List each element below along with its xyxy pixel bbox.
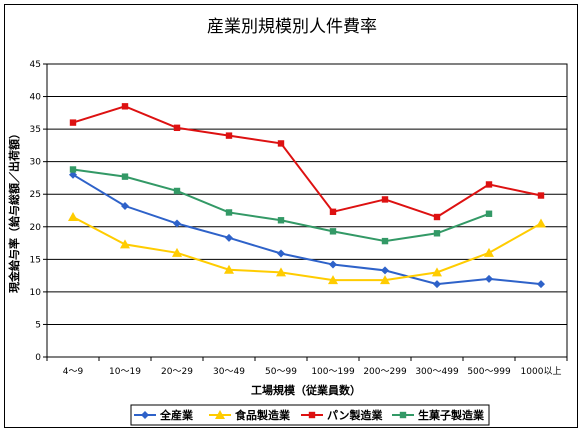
series-group <box>68 103 546 289</box>
series-2 <box>69 103 545 221</box>
point-1-2 <box>172 247 182 257</box>
point-1-1 <box>120 239 130 249</box>
legend-marker-3 <box>399 411 407 419</box>
y-tick-label-25: 25 <box>30 190 41 200</box>
legend-item-1: 食品製造業 <box>209 408 291 422</box>
point-1-0 <box>68 212 78 222</box>
legend-label-2: パン製造業 <box>327 408 384 422</box>
point-3-7 <box>433 230 441 237</box>
x-tick-label-5: 100～199 <box>311 367 355 377</box>
point-2-3 <box>225 132 233 139</box>
point-3-4 <box>277 217 285 224</box>
point-2-0 <box>69 119 77 126</box>
point-2-1 <box>121 103 129 110</box>
x-tick-label-4: 50～99 <box>265 367 297 377</box>
legend-marker-2 <box>308 411 316 419</box>
y-tick-label-5: 5 <box>35 320 41 330</box>
y-tick-label-10: 10 <box>30 288 42 298</box>
point-2-5 <box>329 208 337 216</box>
x-tick-label-2: 20～29 <box>161 367 193 377</box>
point-3-1 <box>121 173 129 180</box>
series-line-3 <box>72 168 490 243</box>
point-3-6 <box>381 237 389 245</box>
x-axis-label: 工場規模（従業員数） <box>251 383 361 397</box>
point-0-9 <box>537 280 545 289</box>
point-2-8 <box>485 181 493 188</box>
point-1-7 <box>432 267 442 277</box>
point-3-0 <box>69 166 77 173</box>
point-0-0 <box>69 170 77 179</box>
x-tick-label-6: 200～299 <box>363 367 407 377</box>
point-0-2 <box>173 219 181 228</box>
point-0-6 <box>381 266 389 275</box>
y-tick-label-20: 20 <box>30 223 42 233</box>
point-2-6 <box>381 196 389 203</box>
chart-title: 産業別規模別人件費率 <box>207 17 377 37</box>
point-1-9 <box>536 218 546 228</box>
point-2-9 <box>537 192 545 199</box>
legend-label-1: 食品製造業 <box>235 408 291 422</box>
x-tick-label-3: 30～49 <box>213 367 245 377</box>
x-tick-label-8: 500～999 <box>467 367 511 377</box>
point-2-7 <box>433 213 441 221</box>
y-axis-ticks: 0 5 10 15 20 25 30 35 40 45 <box>30 60 47 363</box>
point-1-8 <box>484 247 494 257</box>
point-3-8 <box>485 210 493 217</box>
legend-marker-1 <box>215 410 225 419</box>
point-2-2 <box>173 124 181 132</box>
point-0-4 <box>277 249 285 258</box>
legend-label-0: 全産業 <box>159 408 194 422</box>
y-tick-label-45: 45 <box>30 60 41 70</box>
x-tick-label-9: 1000以上 <box>521 366 562 377</box>
legend-item-2: パン製造業 <box>301 408 384 422</box>
grid-lines <box>47 63 567 325</box>
legend-item-0: 全産業 <box>134 408 194 422</box>
point-1-5 <box>328 275 338 285</box>
y-tick-label-30: 30 <box>30 158 42 168</box>
point-0-1 <box>121 201 129 210</box>
point-0-5 <box>329 260 337 269</box>
y-axis-label: 現金給与率（給与総額／出荷額） <box>7 128 21 293</box>
point-1-6 <box>380 275 390 285</box>
series-1 <box>68 212 546 285</box>
x-tick-label-7: 300～499 <box>415 367 459 377</box>
series-line-2 <box>72 105 542 219</box>
series-line-1 <box>72 216 542 282</box>
legend-label-3: 生菓子製造業 <box>418 408 485 422</box>
y-tick-label-40: 40 <box>30 93 42 103</box>
x-tick-label-0: 4～9 <box>63 367 84 377</box>
series-line-0 <box>72 173 542 286</box>
series-0 <box>69 170 545 289</box>
point-2-4 <box>277 140 285 147</box>
point-3-5 <box>329 228 337 235</box>
x-tick-label-1: 10～19 <box>109 367 141 377</box>
y-tick-label-15: 15 <box>30 255 41 265</box>
x-axis-ticks: 4～9 10～19 20～29 30～49 50～99 100～199 200～299 300… <box>46 357 568 377</box>
point-0-8 <box>485 274 493 283</box>
point-3-3 <box>225 209 233 216</box>
y-tick-label-35: 35 <box>30 125 41 135</box>
legend-item-3: 生菓子製造業 <box>392 408 485 422</box>
point-1-3 <box>224 264 234 274</box>
point-0-7 <box>433 280 441 289</box>
point-0-3 <box>225 233 233 242</box>
point-3-2 <box>173 187 181 195</box>
legend: 全産業 食品製造業 パン製造業 生菓子製造業 <box>134 408 485 422</box>
series-3 <box>69 166 493 245</box>
point-1-4 <box>276 267 286 277</box>
y-tick-label-0: 0 <box>35 353 41 363</box>
legend-marker-0 <box>141 411 149 419</box>
